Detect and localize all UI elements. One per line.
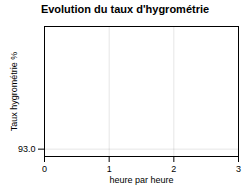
svg-text:2: 2 [171,164,176,174]
html-text:Evolution du taux d'hygrométri: Evolution du taux d'hygrométrie [40,3,210,15]
svg-text:93.0: 93.0 [18,144,36,154]
svg-text:heure par heure: heure par heure [109,175,173,185]
svg-text:0: 0 [42,164,47,174]
svg-text:3: 3 [236,164,241,174]
svg-text:Taux hygrométrie %: Taux hygrométrie % [9,52,19,132]
svg-text:1: 1 [107,164,112,174]
